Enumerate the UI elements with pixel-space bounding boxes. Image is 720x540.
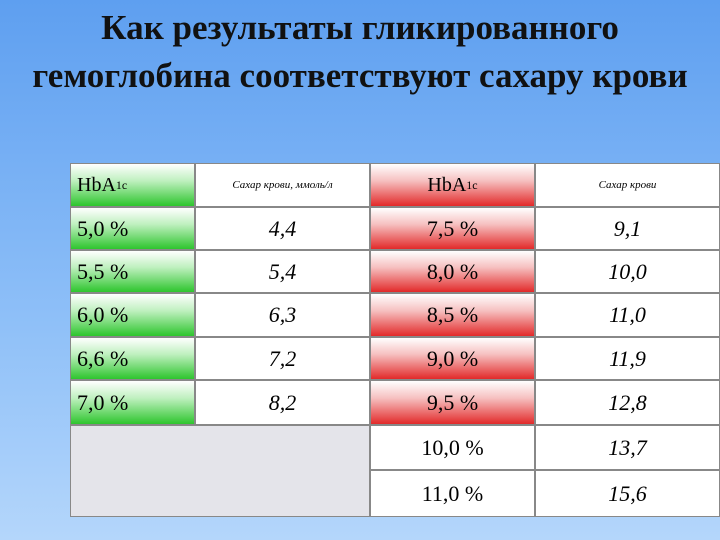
header-text: Сахар крови, ммоль/л bbox=[232, 179, 333, 191]
table-cell: 8,2 bbox=[195, 380, 370, 425]
table-cell: 6,3 bbox=[195, 293, 370, 337]
table-cell: 4,4 bbox=[195, 207, 370, 250]
table-cell: 12,8 bbox=[535, 380, 720, 425]
table-cell: 11,9 bbox=[535, 337, 720, 380]
slide-title: Как результаты гликированного гемоглобин… bbox=[32, 8, 688, 95]
table-cell: 9,5 % bbox=[370, 380, 535, 425]
table-cell: 6,6 % bbox=[70, 337, 195, 380]
header-text: HbA bbox=[77, 173, 116, 196]
table-cell: 11,0 % bbox=[370, 470, 535, 517]
header-subscript: 1c bbox=[115, 177, 128, 192]
header-text: Сахар крови bbox=[598, 179, 657, 191]
table-cell: 13,7 bbox=[535, 425, 720, 470]
table-cell: 9,1 bbox=[535, 207, 720, 250]
header-subscript: 1c bbox=[466, 177, 478, 192]
table-cell: 7,2 bbox=[195, 337, 370, 380]
table-cell: 5,0 % bbox=[70, 207, 195, 250]
table-cell: 8,5 % bbox=[370, 293, 535, 337]
table-cell: 5,4 bbox=[195, 250, 370, 293]
table-cell: 10,0 % bbox=[370, 425, 535, 470]
table-cell: 7,5 % bbox=[370, 207, 535, 250]
header-cell: HbA 1c bbox=[370, 163, 535, 207]
empty-cell bbox=[70, 425, 370, 517]
table-cell: 10,0 bbox=[535, 250, 720, 293]
table: HbA 1c Сахар крови, ммоль/л HbA 1c Сахар кров… bbox=[70, 163, 720, 517]
table-cell: 11,0 bbox=[535, 293, 720, 337]
table-cell: 8,0 % bbox=[370, 250, 535, 293]
table-cell: 6,0 % bbox=[70, 293, 195, 337]
table-cell: 9,0 % bbox=[370, 337, 535, 380]
table-cell: 5,5 % bbox=[70, 250, 195, 293]
header-cell: Сахар крови, ммоль/л bbox=[195, 163, 370, 207]
table-cell: 15,6 bbox=[535, 470, 720, 517]
header-text: HbA bbox=[427, 173, 467, 196]
header-cell: Сахар крови bbox=[535, 163, 720, 207]
header-cell: HbA 1c bbox=[70, 163, 195, 207]
table-cell: 7,0 % bbox=[70, 380, 195, 425]
